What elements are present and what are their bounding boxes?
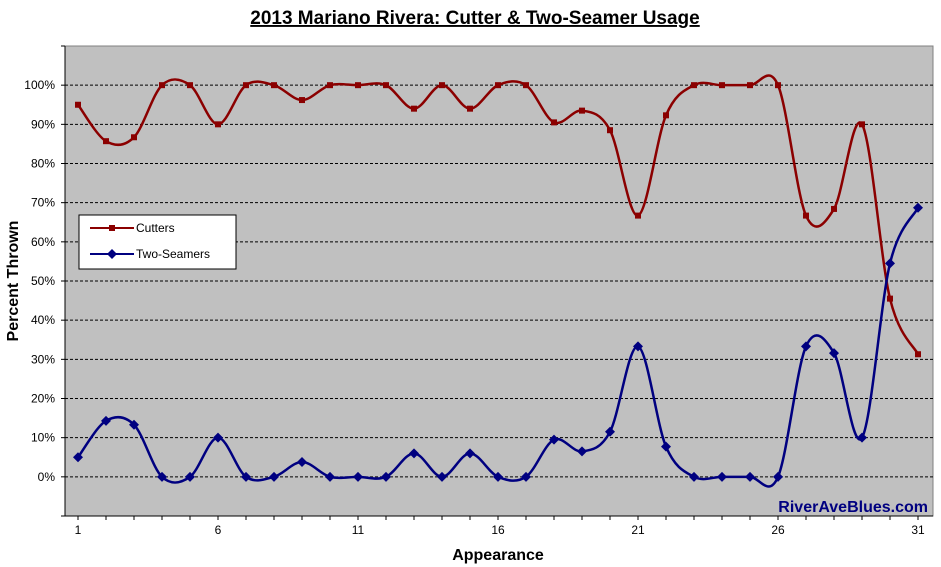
y-tick-label: 70% bbox=[31, 196, 55, 210]
y-tick-label: 40% bbox=[31, 313, 55, 327]
y-tick-label: 20% bbox=[31, 392, 55, 406]
y-tick-label: 90% bbox=[31, 117, 55, 131]
x-tick-label: 11 bbox=[352, 523, 365, 537]
cutters-point bbox=[243, 82, 249, 89]
two-seamers-point bbox=[745, 471, 755, 482]
cutters-point bbox=[327, 82, 333, 89]
y-tick-label: 80% bbox=[31, 157, 55, 171]
two-seamers-point bbox=[73, 452, 83, 463]
two-seamers-point bbox=[577, 446, 587, 457]
y-axis-title: Percent Thrown bbox=[5, 221, 22, 342]
two-seamers-point bbox=[129, 419, 139, 430]
credit-text: RiverAveBlues.com bbox=[778, 499, 928, 516]
cutters-point bbox=[691, 82, 697, 89]
y-tick-labels: 0% 10% 20% 30% 40% 50% 60% 70% 80% 90% 100% bbox=[24, 78, 55, 484]
cutters-point bbox=[103, 138, 109, 145]
y-tick-label: 30% bbox=[31, 352, 55, 366]
cutters-point bbox=[75, 101, 81, 108]
two-seamers-point bbox=[857, 432, 867, 443]
cutters-point bbox=[551, 119, 557, 126]
cutters-point bbox=[607, 127, 613, 134]
two-seamers-point bbox=[717, 471, 727, 482]
y-tick-label: 60% bbox=[31, 235, 55, 249]
series-group bbox=[73, 74, 923, 488]
cutters-point bbox=[355, 82, 361, 89]
two-seamers-point bbox=[213, 432, 223, 443]
two-seamers-point bbox=[325, 471, 335, 482]
two-seamers-point bbox=[521, 471, 531, 482]
x-tick-label: 21 bbox=[631, 523, 645, 537]
two-seamers-point bbox=[241, 471, 251, 482]
two-seamers-point bbox=[297, 456, 307, 467]
two-seamers-point bbox=[885, 258, 895, 269]
cutters-point bbox=[411, 105, 417, 112]
cutters-point bbox=[299, 97, 305, 104]
two-seamers-point bbox=[801, 341, 811, 352]
cutters-point bbox=[271, 82, 277, 89]
legend-two-seamers-label: Two-Seamers bbox=[136, 247, 210, 261]
cutters-point bbox=[831, 205, 837, 212]
legend-cutters-marker bbox=[109, 225, 115, 231]
x-tick-label: 16 bbox=[491, 523, 505, 537]
y-tick-label: 50% bbox=[31, 274, 55, 288]
cutters-point bbox=[775, 82, 781, 89]
two-seamers-point bbox=[605, 426, 615, 437]
cutters-point bbox=[663, 112, 669, 119]
cutters-point bbox=[523, 82, 529, 89]
legend-cutters-label: Cutters bbox=[136, 221, 175, 235]
cutters-point bbox=[859, 121, 865, 128]
y-tick-label: 10% bbox=[31, 431, 55, 445]
two-seamers-point bbox=[101, 415, 111, 426]
two-seamers-point bbox=[689, 471, 699, 482]
x-tick-labels: 1 6 11 16 21 26 31 bbox=[75, 523, 925, 537]
two-seamers-point bbox=[661, 441, 671, 452]
two-seamers-point bbox=[549, 434, 559, 445]
x-axis-title: Appearance bbox=[452, 547, 544, 564]
axes bbox=[61, 45, 933, 520]
cutters-point bbox=[467, 105, 473, 112]
cutters-point bbox=[159, 82, 165, 89]
two-seamers-point bbox=[465, 448, 475, 459]
legend-two-seamers-marker bbox=[107, 249, 117, 259]
cutters-point bbox=[635, 212, 641, 219]
legend: Cutters Two-Seamers bbox=[78, 214, 237, 270]
x-tick-label: 1 bbox=[75, 523, 82, 537]
two-seamers-point bbox=[409, 448, 419, 459]
two-seamers-point bbox=[353, 471, 363, 482]
two-seamers-point bbox=[269, 471, 279, 482]
cutters-point bbox=[719, 82, 725, 89]
x-tick-label: 26 bbox=[771, 523, 785, 537]
two-seamers-point bbox=[913, 202, 923, 213]
two-seamers-point bbox=[437, 471, 447, 482]
cutters-point bbox=[215, 121, 221, 128]
cutters-point bbox=[131, 134, 137, 141]
cutters-point bbox=[803, 212, 809, 219]
two-seamers-point bbox=[493, 471, 503, 482]
two-seamers-point bbox=[773, 471, 783, 482]
two-seamers-point bbox=[633, 341, 643, 352]
cutters-point bbox=[383, 82, 389, 89]
chart-title: 2013 Mariano Rivera: Cutter & Two-Seamer… bbox=[250, 8, 699, 29]
y-tick-label: 0% bbox=[38, 470, 56, 484]
cutters-point bbox=[915, 351, 921, 358]
two-seamers-point bbox=[829, 348, 839, 359]
x-tick-label: 6 bbox=[215, 523, 222, 537]
cutters-point bbox=[495, 82, 501, 89]
y-tick-label: 100% bbox=[24, 78, 55, 92]
legend-box bbox=[78, 214, 237, 270]
cutters-point bbox=[887, 295, 893, 302]
cutters-point bbox=[439, 82, 445, 89]
cutters-point bbox=[187, 82, 193, 89]
cutters-point bbox=[579, 107, 585, 114]
x-tick-label: 31 bbox=[911, 523, 925, 537]
two-seamers-point bbox=[185, 471, 195, 482]
two-seamers-point bbox=[157, 471, 167, 482]
cutters-point bbox=[747, 82, 753, 89]
two-seamers-point bbox=[381, 471, 391, 482]
